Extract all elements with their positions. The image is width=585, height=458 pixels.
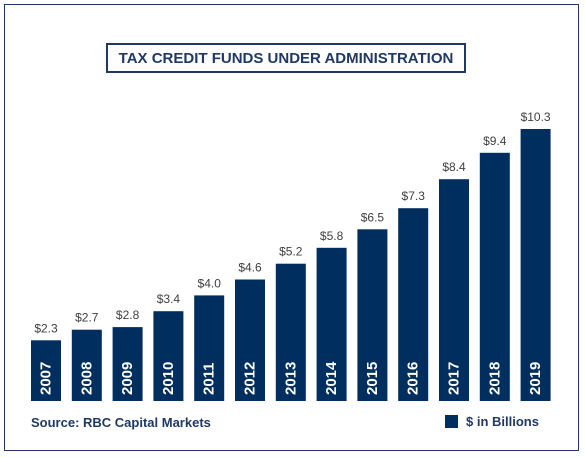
data-label-2010: $3.4: [157, 292, 181, 306]
category-label-2019: 2019: [527, 362, 544, 395]
bar-2011: [194, 295, 225, 401]
bar-2010: [153, 311, 184, 401]
chart-title: TAX CREDIT FUNDS UNDER ADMINISTRATION: [106, 43, 466, 73]
data-label-2013: $5.2: [279, 245, 303, 259]
category-label-2010: 2010: [160, 362, 177, 395]
data-label-2012: $4.6: [238, 261, 262, 275]
bar-2018: [479, 152, 510, 401]
category-label-2015: 2015: [364, 362, 381, 395]
data-label-2007: $2.3: [34, 321, 58, 335]
category-label-2014: 2014: [323, 361, 340, 395]
bar-2009: [112, 327, 143, 401]
data-label-2018: $9.4: [483, 134, 507, 148]
bar-2007: [31, 340, 61, 401]
bar-2019: [520, 129, 551, 401]
bar-2017: [439, 179, 469, 401]
category-label-2016: 2016: [405, 362, 422, 395]
bar-2016: [398, 208, 429, 401]
category-label-2018: 2018: [486, 362, 503, 395]
data-label-2017: $8.4: [442, 160, 466, 174]
data-label-2016: $7.3: [402, 189, 426, 203]
bar-2012: [235, 279, 265, 401]
category-label-2012: 2012: [242, 362, 259, 395]
legend-swatch: [445, 415, 458, 428]
data-label-2008: $2.7: [75, 311, 99, 325]
bar-2013: [275, 263, 306, 401]
category-label-2009: 2009: [119, 362, 136, 395]
bar-2014: [316, 247, 347, 401]
category-label-2017: 2017: [446, 362, 463, 395]
category-label-2013: 2013: [282, 362, 299, 395]
source-note: Source: RBC Capital Markets: [31, 415, 211, 430]
category-label-2011: 2011: [201, 362, 218, 395]
bar-2015: [357, 229, 388, 401]
data-label-2019: $10.3: [521, 110, 551, 124]
data-label-2009: $2.8: [116, 308, 140, 322]
data-label-2014: $5.8: [320, 229, 344, 243]
data-label-2011: $4.0: [198, 276, 222, 290]
category-label-2007: 2007: [38, 362, 55, 395]
data-label-2015: $6.5: [361, 210, 385, 224]
category-label-2008: 2008: [78, 362, 95, 395]
legend-label: $ in Billions: [466, 414, 539, 429]
legend: $ in Billions: [445, 414, 539, 429]
bar-2008: [71, 329, 102, 401]
